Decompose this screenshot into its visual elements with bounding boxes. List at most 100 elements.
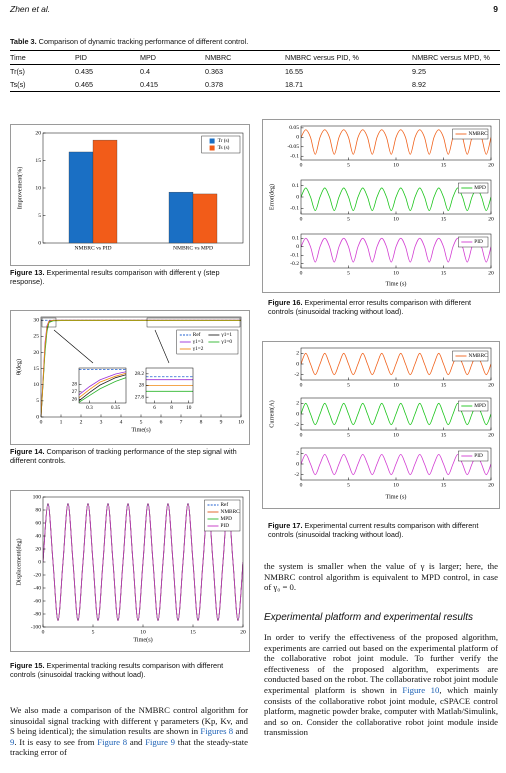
y-tick-label: 0: [38, 240, 41, 246]
legend-box: [458, 236, 489, 248]
y-tick-label: -100: [31, 624, 41, 630]
x-tick-label: 5: [347, 432, 350, 438]
y-tick-label: 0: [296, 361, 299, 367]
series-line: [79, 372, 126, 399]
caption-text: Experimental error results comparison wi…: [268, 298, 472, 317]
text-run: . It is easy to see from: [14, 736, 98, 747]
legend-label: NMBRC: [469, 131, 489, 137]
y-axis-label: Displacement(deg): [15, 538, 22, 585]
figure-caption: Figure 16. Experimental error results co…: [268, 298, 498, 317]
y-tick-label: 5: [36, 398, 39, 404]
y-tick-label: 60: [35, 520, 41, 526]
legend-label: γ1=3: [193, 339, 204, 345]
x-tick-label: 0: [300, 382, 303, 388]
legend-label: Ts (s): [218, 144, 230, 151]
x-tick-label: 8: [200, 419, 203, 425]
x-tick-label: 5: [347, 216, 350, 222]
x-tick-label: 7: [180, 419, 183, 425]
legend-box: [458, 450, 489, 462]
figure-15-chart: -100 -80 -60 -40 -20 0 20 40 60 80 100 0 5 10 15 20 RefN…: [15, 494, 246, 643]
y-tick-label: 100: [33, 494, 42, 500]
y-axis-label: θ(deg): [15, 359, 22, 375]
body-paragraph: In order to verify the effectiveness of …: [264, 632, 498, 738]
x-tick-label: 20: [488, 162, 494, 168]
body-paragraph: We also made a comparison of the NMBRC c…: [10, 705, 248, 758]
link[interactable]: Figures 8: [200, 726, 234, 737]
y-tick-label: 28: [72, 382, 78, 388]
y-tick-label: 28.2: [135, 371, 145, 377]
y-tick-label: 0: [296, 135, 299, 141]
table-cell: 0.363: [205, 67, 223, 76]
x-tick-label: 8: [170, 405, 173, 411]
legend-box: [452, 128, 489, 140]
x-tick-label: 0: [300, 270, 303, 276]
series-line: [41, 319, 241, 417]
x-tick-label: 15: [441, 482, 447, 488]
x-axis-label: Time (s): [386, 280, 407, 287]
y-axis-label: Error(deg): [268, 184, 275, 210]
text-run: the system is smaller when the value of …: [264, 561, 498, 593]
table-cell: 0.435: [75, 67, 93, 76]
y-tick-label: 10: [33, 382, 39, 388]
legend-box: [452, 350, 489, 362]
bar: [68, 151, 94, 244]
link[interactable]: Figure 9: [145, 736, 175, 747]
x-tick-label: 5: [140, 419, 143, 425]
table-cell: 0.378: [205, 80, 223, 89]
x-tick-label: 20: [488, 270, 494, 276]
y-tick-label: -0.1: [290, 253, 299, 259]
x-tick-label: 10: [186, 405, 192, 411]
x-tick-label: 15: [441, 382, 447, 388]
link[interactable]: 9: [10, 736, 15, 747]
legend-label: NMBRC: [221, 509, 241, 515]
figure-frame: -100 -80 -60 -40 -20 0 20 40 60 80 100 0 5 10 15 20 Ref N…: [10, 490, 250, 652]
table-cell: 0.4: [140, 67, 150, 76]
table-cell: 9.25: [412, 67, 426, 76]
section-heading: Experimental platform and experimental r…: [264, 612, 473, 623]
x-tick-label: 0: [300, 432, 303, 438]
zoom-box: [41, 317, 57, 328]
header-row: Time PID MPD NMBRC NMBRC versus PID, % NMBRC …: [10, 51, 500, 65]
text-run: We also made a comparison of the NMBRC c…: [10, 705, 248, 737]
x-tick-label: 0: [42, 629, 45, 635]
y-tick-label: -20: [34, 572, 42, 578]
y-tick-label: 0.1: [292, 183, 299, 189]
table-cell: 0.415: [140, 80, 158, 89]
legend-swatch: [209, 138, 215, 144]
figure-frame: -2 0 2 0 5 10 15 20 NMBRC -2 0 2 0 5 10 15 20 MPD -2 0 2 0 5 10…: [262, 341, 500, 509]
x-tick-label: 15: [441, 162, 447, 168]
bar: [168, 191, 194, 244]
figure-13-chart: NMBRC vs PID NMBRC vs MPD 0 5 10 15 20 Improvem…: [16, 130, 244, 251]
table-cell: Tr(s): [10, 67, 25, 76]
series-line: [79, 377, 126, 403]
legend-label: γ1=0: [221, 339, 232, 345]
y-tick-label: 27.8: [135, 394, 145, 400]
body-paragraph: the system is smaller when the value of …: [264, 561, 498, 593]
x-tick-label: 10: [238, 419, 244, 425]
text-run: that the steady-state tracking error of: [10, 736, 248, 758]
x-tick-label: 5: [92, 629, 95, 635]
figure-caption: Figure 15. Experimental tracking results…: [10, 661, 248, 680]
y-tick-label: 0: [36, 414, 39, 420]
caption-label: Table 3.: [10, 37, 37, 46]
link[interactable]: Figure 10: [402, 684, 440, 695]
legend-label: MPD: [474, 185, 486, 191]
column-header: NMBRC versus MPD, %: [412, 53, 490, 62]
link[interactable]: Figure 8: [97, 736, 128, 747]
y-tick-label: 2: [296, 401, 299, 407]
caption-label: Figure 14.: [10, 447, 45, 456]
x-axis-label: Time (s): [386, 493, 407, 500]
table-cell: 18.71: [285, 80, 303, 89]
y-tick-label: 15: [35, 158, 41, 164]
y-tick-label: 28: [139, 383, 145, 389]
table: Time PID MPD NMBRC NMBRC versus PID, % NMBRC …: [10, 50, 500, 92]
caption-text: Experimental tracking results comparison…: [10, 661, 224, 680]
x-tick-label: 20: [240, 629, 246, 635]
y-tick-label: -2: [294, 422, 299, 428]
y-tick-label: 0: [296, 194, 299, 200]
table-row: Ts(s) 0.465 0.415 0.378 18.71 8.92: [10, 78, 500, 92]
caption-label: Figure 13.: [10, 268, 45, 277]
figure-frame: -0.1 -0.05 0 0.05 0 5 10 15 20 NMBRC -0.1 0 0.1 0 5 10 1…: [262, 119, 500, 293]
table-caption: Table 3. Comparison of dynamic tracking …: [10, 37, 248, 46]
